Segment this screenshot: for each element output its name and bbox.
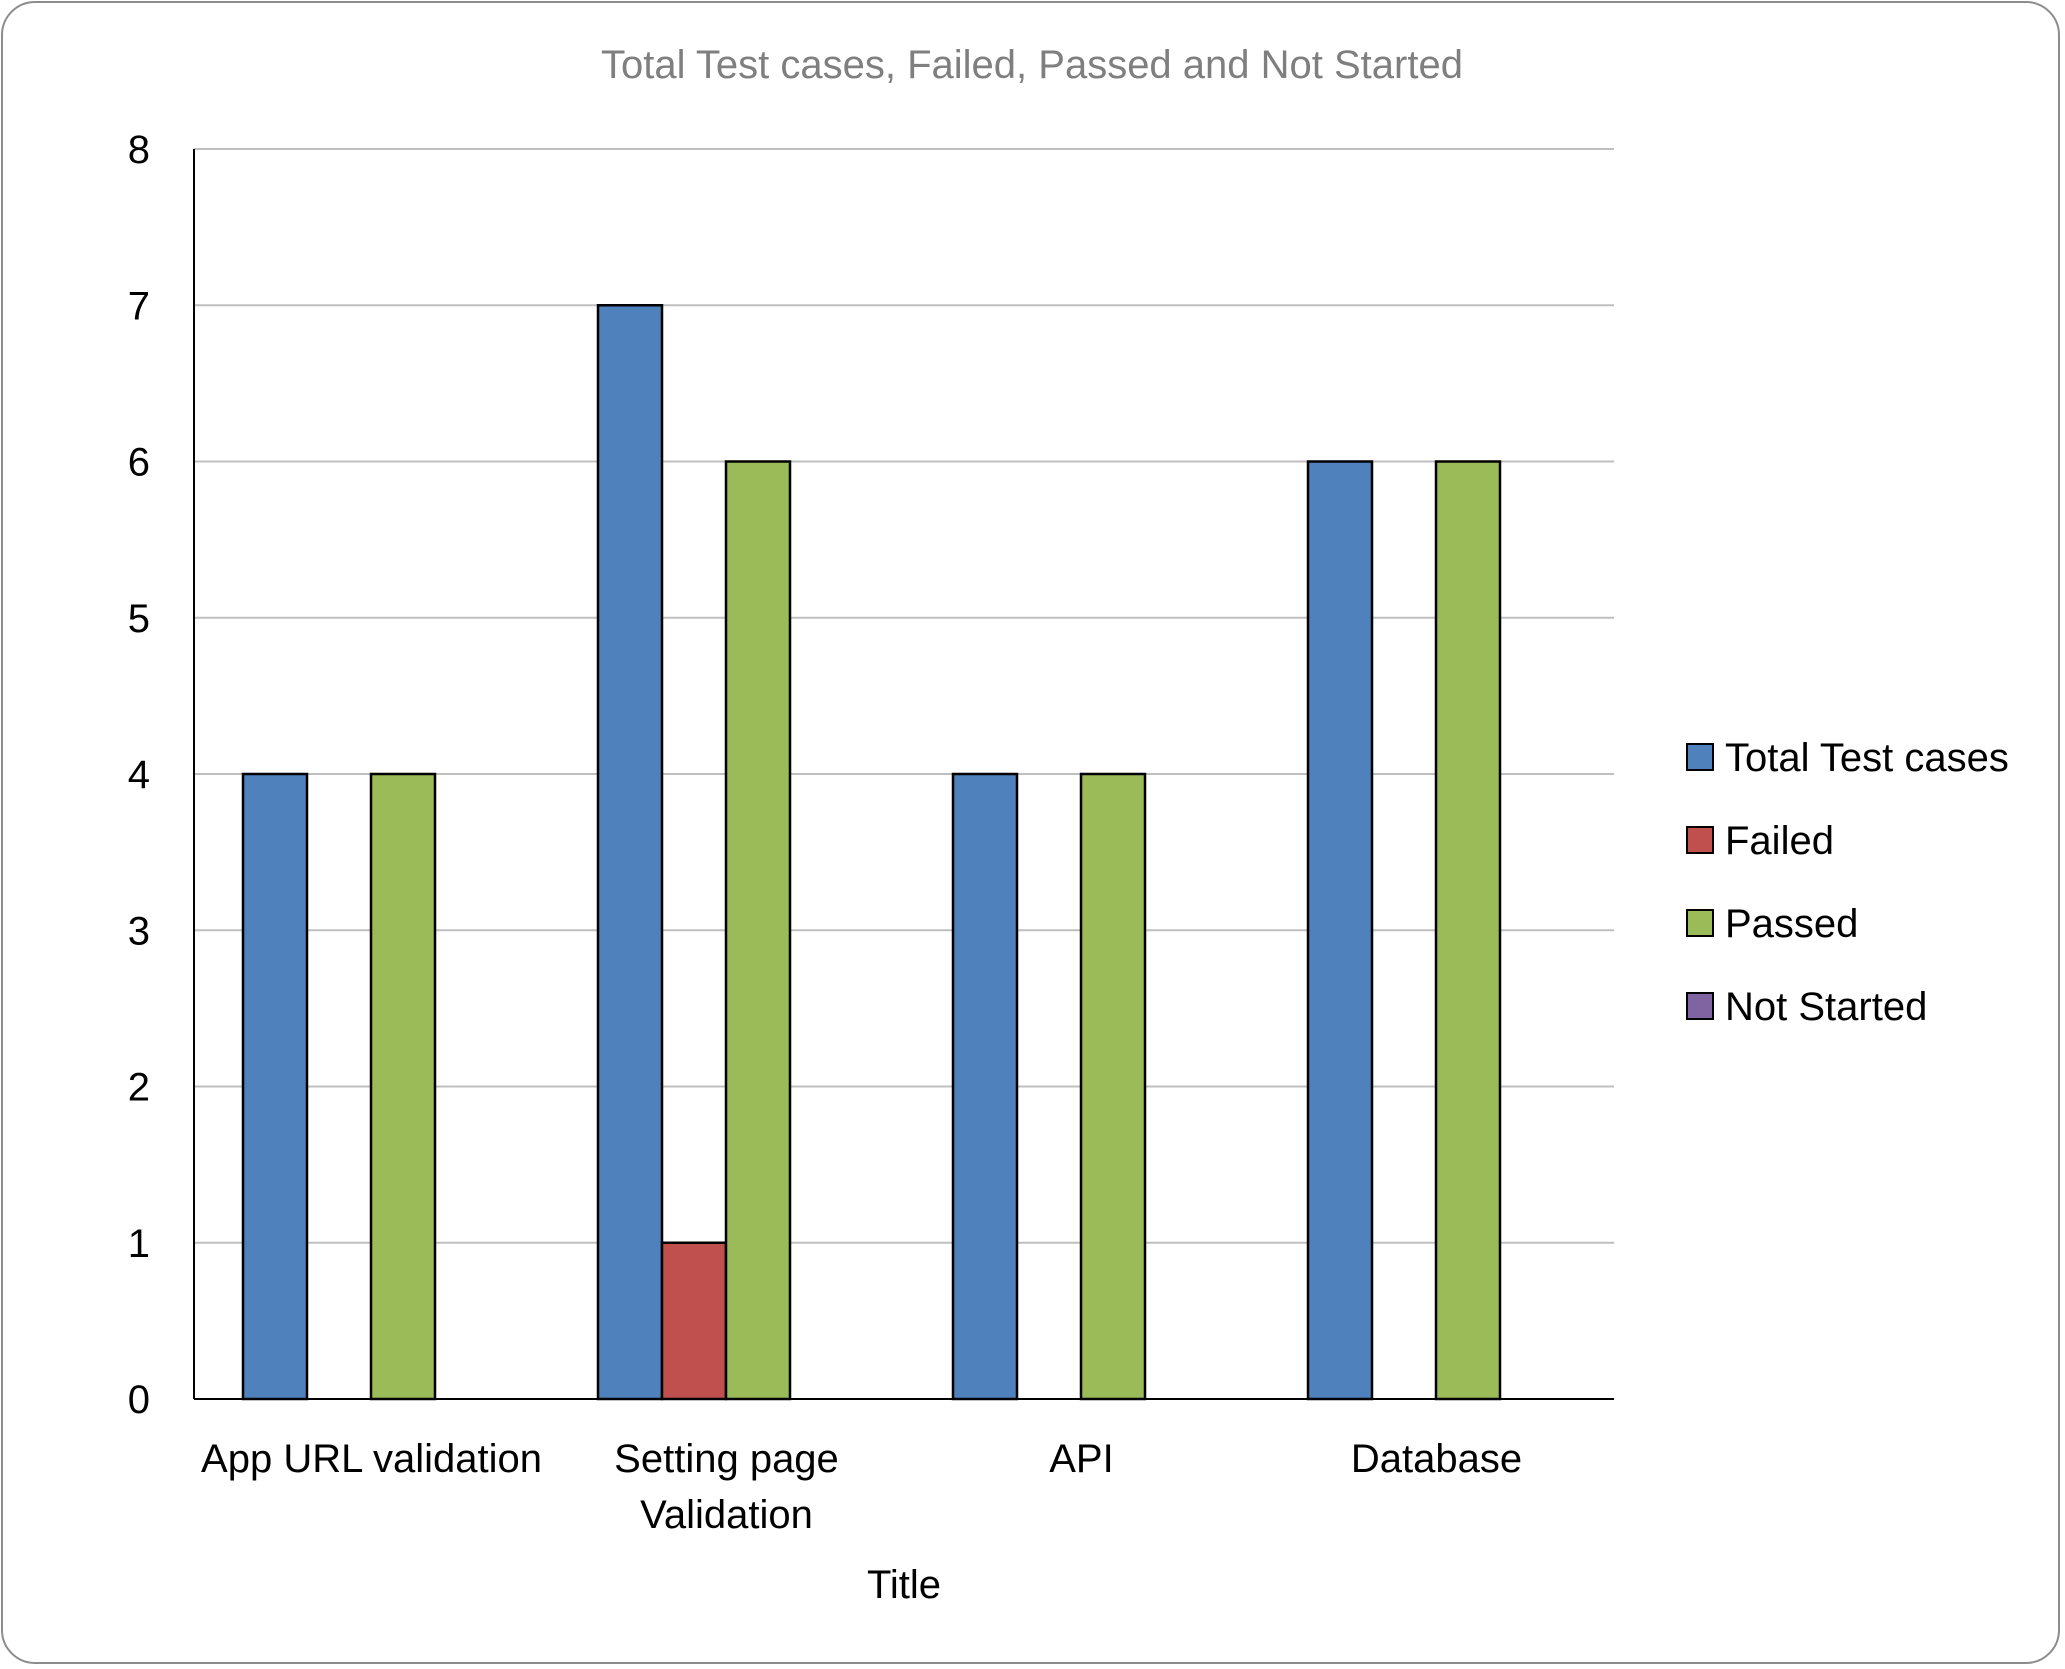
x-category-label: Database: [1351, 1437, 1522, 1481]
x-category-label-line: Setting page: [614, 1437, 839, 1481]
bar-total-test-cases: [241, 772, 309, 1401]
y-tick-label: 1: [128, 1222, 150, 1266]
legend-swatch: [1686, 743, 1714, 771]
x-category-label-line: App URL validation: [201, 1437, 542, 1481]
bar-total-test-cases: [951, 772, 1019, 1401]
x-category-labels: App URL validation Setting page Validation…: [201, 1437, 1522, 1537]
axes: [193, 149, 1614, 1400]
y-tick-labels: 0 1 2 3 4 5 6 7 8: [128, 128, 150, 1422]
y-tick-label: 3: [128, 909, 150, 953]
bar-passed: [369, 772, 437, 1401]
chart-title: Total Test cases, Failed, Passed and Not…: [601, 43, 1463, 87]
legend-label: Not Started: [1725, 985, 1927, 1029]
x-category-label-line: Validation: [640, 1493, 813, 1537]
legend-swatch: [1686, 826, 1714, 854]
y-tick-label: 4: [128, 753, 150, 797]
bar-total-test-cases: [1306, 460, 1374, 1401]
legend: Total Test cases Failed Passed Not Started: [1686, 736, 2009, 1029]
y-tick-label: 5: [128, 597, 150, 641]
legend-swatch: [1686, 992, 1714, 1020]
bar-failed: [660, 1241, 728, 1401]
bar-passed: [1079, 772, 1147, 1401]
bars: [241, 304, 1502, 1401]
bar-total-test-cases: [596, 304, 664, 1401]
bar-passed: [724, 460, 792, 1401]
legend-label: Passed: [1725, 902, 1858, 946]
legend-label: Failed: [1725, 819, 1834, 863]
legend-label: Total Test cases: [1725, 736, 2009, 780]
y-tick-label: 6: [128, 441, 150, 485]
x-category-label-line: Database: [1351, 1437, 1522, 1481]
y-tick-label: 8: [128, 128, 150, 172]
legend-swatch: [1686, 909, 1714, 937]
y-tick-label: 2: [128, 1066, 150, 1110]
y-tick-label: 0: [128, 1378, 150, 1422]
x-axis-title: Title: [867, 1563, 941, 1607]
y-tick-label: 7: [128, 284, 150, 328]
x-category-label: Setting page Validation: [614, 1437, 839, 1537]
x-category-label: App URL validation: [201, 1437, 542, 1481]
x-category-label-line: API: [1049, 1437, 1113, 1481]
bar-passed: [1434, 460, 1502, 1401]
x-category-label: API: [1049, 1437, 1113, 1481]
